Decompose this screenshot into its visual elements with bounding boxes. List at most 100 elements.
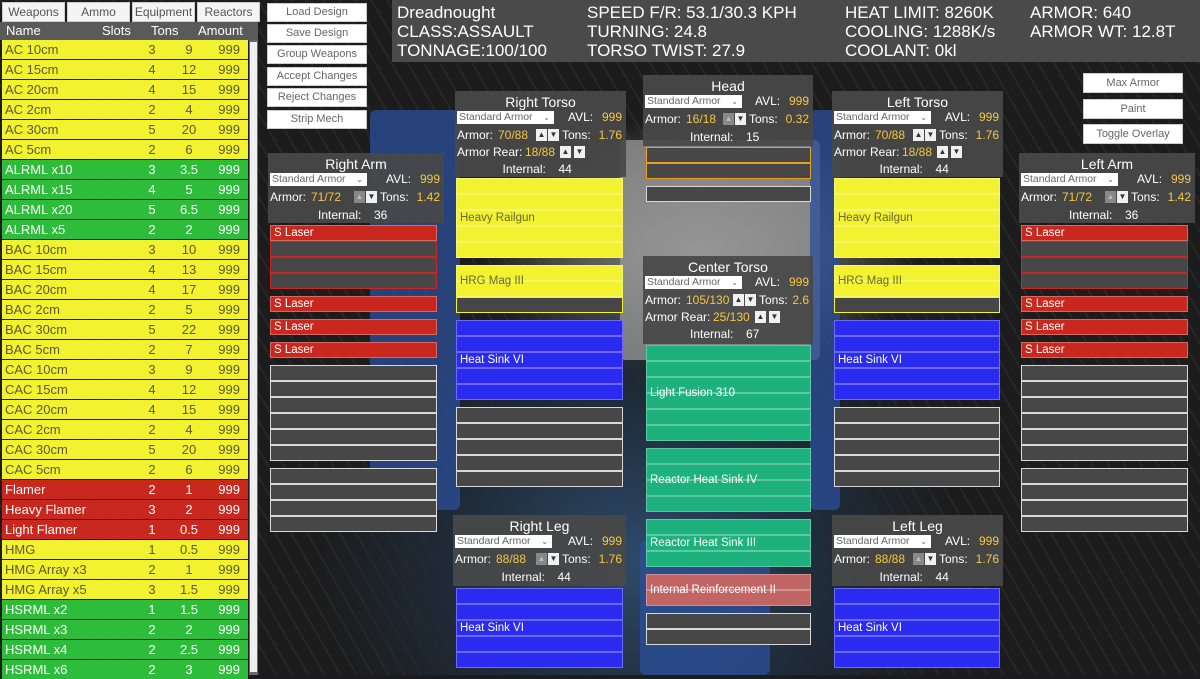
light-fusion-310-slot-group[interactable]: Light Fusion 310: [646, 345, 811, 441]
equipment-slot[interactable]: [834, 384, 1000, 400]
internal-reinforcement-ii-slot-group[interactable]: Internal Reinforcement II: [646, 574, 811, 606]
list-item[interactable]: BAC 30cm 5 22 999: [2, 320, 248, 339]
equipment-slot[interactable]: [834, 652, 1000, 668]
equipment-slot[interactable]: [1021, 381, 1188, 397]
equipment-slot[interactable]: [456, 407, 623, 423]
heat-sink-vi-slot-group[interactable]: Heat Sink VI: [834, 320, 1000, 400]
equipment-slot[interactable]: [834, 636, 1000, 652]
equipment-slot[interactable]: [456, 455, 623, 471]
equipment-slot[interactable]: [646, 590, 811, 606]
list-item[interactable]: CAC 30cm 5 20 999: [2, 440, 248, 459]
armor-type-dropdown[interactable]: Standard Armor ⌄: [1021, 173, 1118, 186]
equipment-slot[interactable]: [1021, 365, 1188, 381]
list-item[interactable]: ALRML x5 2 2 999: [2, 220, 248, 239]
equipment-slot[interactable]: [834, 604, 1000, 620]
heat-sink-vi-slot-group[interactable]: Heat Sink VI: [834, 588, 1000, 668]
tab-weapons[interactable]: Weapons: [2, 2, 65, 22]
armor-increase-button[interactable]: ▲: [723, 113, 734, 125]
equipment-slot[interactable]: [646, 393, 811, 409]
s-laser-slot-group[interactable]: S Laser: [1021, 296, 1188, 312]
equipment-slot[interactable]: [456, 423, 623, 439]
equipment-slot[interactable]: [270, 296, 437, 312]
list-item[interactable]: CAC 5cm 2 6 999: [2, 460, 248, 479]
list-item[interactable]: BAC 20cm 4 17 999: [2, 280, 248, 299]
equipment-slot[interactable]: [270, 381, 437, 397]
empty-slot-group[interactable]: [1021, 365, 1188, 461]
armor-increase-button[interactable]: ▲: [1105, 191, 1116, 203]
equipment-slot[interactable]: [834, 297, 1000, 313]
equipment-slot[interactable]: [834, 336, 1000, 352]
equipment-slot[interactable]: [456, 604, 623, 620]
equipment-slot[interactable]: [1021, 429, 1188, 445]
equipment-slot[interactable]: [456, 242, 623, 258]
equipment-slot[interactable]: [270, 484, 437, 500]
equipment-slot[interactable]: [456, 320, 623, 336]
equipment-slot[interactable]: [834, 620, 1000, 636]
equipment-slot[interactable]: [1021, 468, 1188, 484]
equipment-slot[interactable]: [270, 397, 437, 413]
list-item[interactable]: HSRML x6 2 3 999: [2, 660, 248, 679]
equipment-slot[interactable]: [646, 574, 811, 590]
equipment-slot[interactable]: [456, 471, 623, 487]
armor-type-dropdown[interactable]: Standard Armor ⌄: [455, 535, 552, 548]
list-item[interactable]: ALRML x20 5 6.5 999: [2, 200, 248, 219]
armor-decrease-button[interactable]: ▼: [925, 129, 936, 141]
equipment-slot[interactable]: [646, 496, 811, 512]
equipment-slot[interactable]: [270, 413, 437, 429]
paint-button[interactable]: Paint: [1083, 99, 1183, 119]
heat-sink-vi-slot-group[interactable]: Heat Sink VI: [456, 588, 623, 668]
hrg-mag-iii-slot-group[interactable]: HRG Mag III: [456, 265, 623, 313]
empty-slot-group[interactable]: [456, 407, 623, 487]
list-item[interactable]: BAC 2cm 2 5 999: [2, 300, 248, 319]
load-design-button[interactable]: Load Design: [267, 3, 367, 22]
equipment-slot[interactable]: [1021, 413, 1188, 429]
empty-slot-group[interactable]: [1021, 468, 1188, 532]
armor-type-dropdown[interactable]: Standard Armor ⌄: [645, 276, 742, 289]
equipment-slot[interactable]: [834, 423, 1000, 439]
list-item[interactable]: BAC 10cm 3 10 999: [2, 240, 248, 259]
rear-armor-decrease-button[interactable]: ▼: [769, 311, 780, 323]
equipment-slot[interactable]: [646, 361, 811, 377]
list-item[interactable]: AC 20cm 4 15 999: [2, 80, 248, 99]
equipment-slot[interactable]: [270, 429, 437, 445]
list-item[interactable]: ALRML x15 4 5 999: [2, 180, 248, 199]
equipment-slot[interactable]: [1021, 257, 1188, 273]
equipment-slot[interactable]: [456, 226, 623, 242]
equipment-slot[interactable]: [1021, 484, 1188, 500]
armor-type-dropdown[interactable]: Standard Armor ⌄: [834, 535, 931, 548]
rear-armor-increase-button[interactable]: ▲: [755, 311, 766, 323]
list-item[interactable]: AC 5cm 2 6 999: [2, 140, 248, 159]
heat-sink-vi-slot-group[interactable]: Heat Sink VI: [456, 320, 623, 400]
equipment-slot[interactable]: [456, 178, 623, 194]
armor-increase-button[interactable]: ▲: [536, 129, 547, 141]
equipment-slot[interactable]: [456, 352, 623, 368]
armor-decrease-button[interactable]: ▼: [925, 553, 936, 565]
equipment-slot[interactable]: [646, 409, 811, 425]
equipment-slot[interactable]: [456, 265, 623, 281]
s-laser-slot-group[interactable]: S Laser: [270, 296, 437, 312]
heavy-railgun-slot-group[interactable]: Heavy Railgun: [456, 178, 623, 258]
reactor-heat-sink-iv-slot-group[interactable]: Reactor Heat Sink IV: [646, 448, 811, 512]
armor-type-dropdown[interactable]: Standard Armor ⌄: [457, 111, 554, 124]
rear-armor-increase-button[interactable]: ▲: [937, 146, 948, 158]
equipment-slot[interactable]: [270, 257, 437, 273]
armor-type-dropdown[interactable]: Standard Armor ⌄: [834, 111, 931, 124]
armor-type-dropdown[interactable]: Standard Armor ⌄: [645, 95, 742, 108]
equipment-slot[interactable]: [456, 281, 623, 297]
equipment-slot[interactable]: [1021, 516, 1188, 532]
armor-decrease-button[interactable]: ▼: [548, 129, 559, 141]
list-item[interactable]: BAC 15cm 4 13 999: [2, 260, 248, 279]
equipment-slot[interactable]: [834, 455, 1000, 471]
equipment-slot[interactable]: [646, 377, 811, 393]
equipment-slot[interactable]: [1021, 445, 1188, 461]
empty-slot-group[interactable]: [834, 407, 1000, 487]
equipment-slot[interactable]: [270, 241, 437, 257]
equipment-slot[interactable]: [270, 516, 437, 532]
armor-increase-button[interactable]: ▲: [913, 553, 924, 565]
heavy-railgun-slot-group[interactable]: Heavy Railgun: [834, 178, 1000, 258]
equipment-slot[interactable]: [646, 345, 811, 361]
equipment-slot[interactable]: [1021, 225, 1188, 241]
toggle-overlay-button[interactable]: Toggle Overlay: [1083, 124, 1183, 144]
list-item[interactable]: ALRML x10 3 3.5 999: [2, 160, 248, 179]
list-item[interactable]: HSRML x4 2 2.5 999: [2, 640, 248, 659]
